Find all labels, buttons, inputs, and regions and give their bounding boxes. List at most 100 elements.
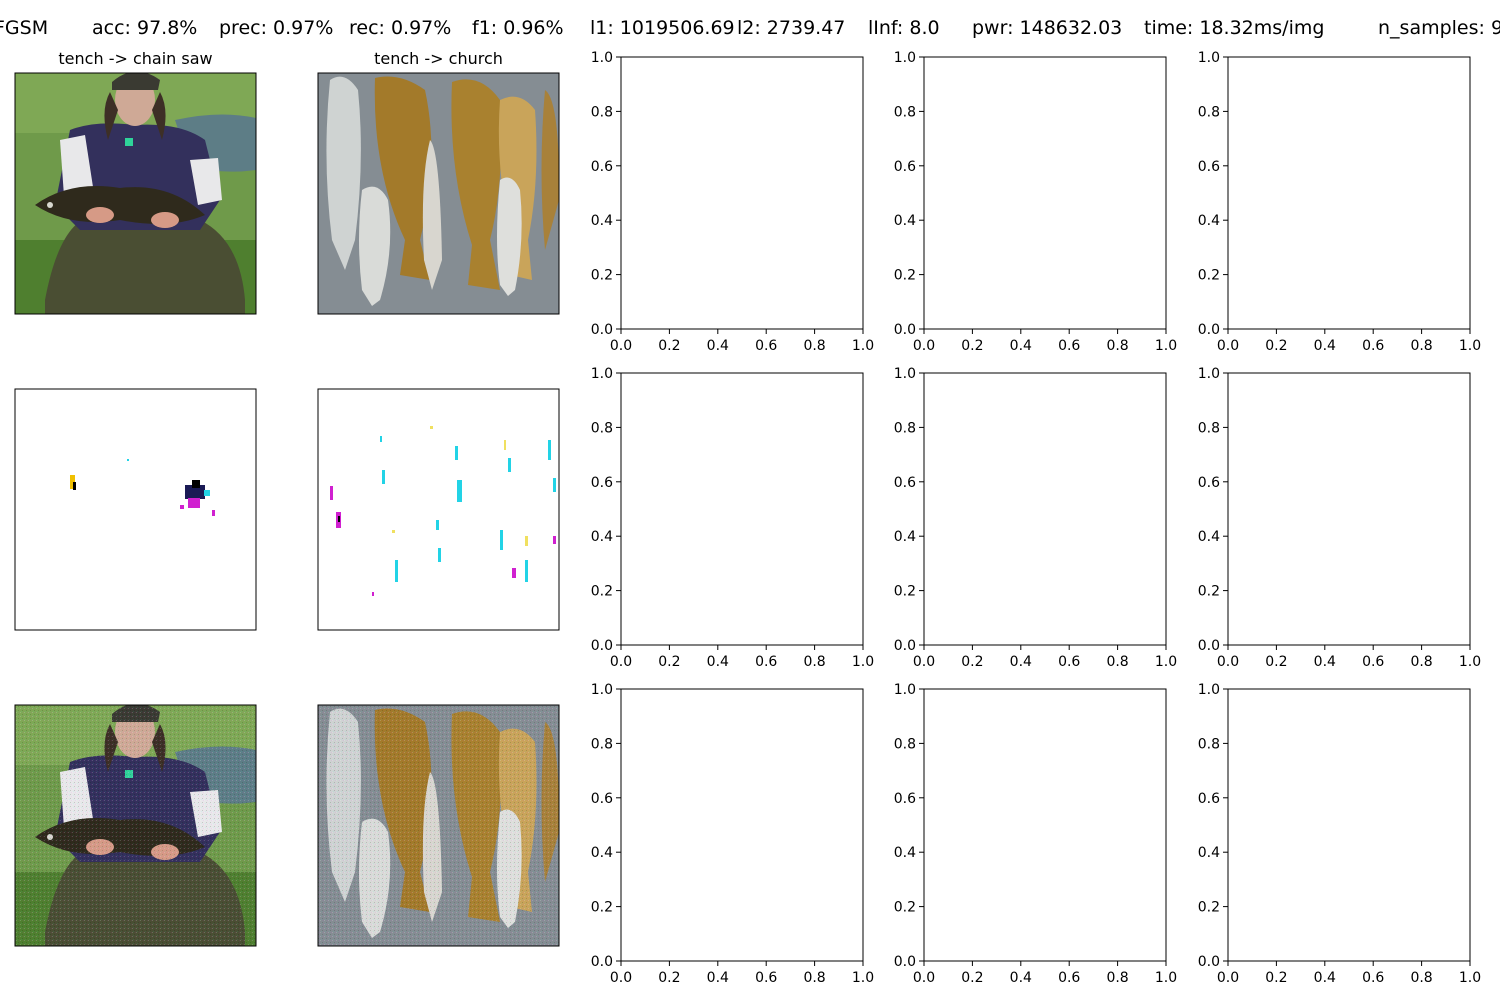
- empty-axes-grid: 0.0 0.2 0.4 0.6 0.8 1.00.00.20.40.60.81.00.0 0…: [591, 50, 1481, 986]
- time-metric: time: 18.32ms/img: [1144, 17, 1325, 39]
- image-frame: [317, 388, 560, 631]
- y-tick-label: 0.0: [591, 322, 613, 338]
- y-tick-label: 0.6: [591, 159, 613, 175]
- y-tick-label: 0.6: [1198, 791, 1220, 807]
- original-image-fish: [318, 73, 559, 314]
- x-tick-label: 0.8: [1410, 338, 1432, 354]
- y-tick-label: 0.6: [591, 475, 613, 491]
- adversarial-image-angler: [15, 705, 256, 946]
- perturbation-image-angler: [15, 389, 256, 630]
- x-tick-label: 0.2: [658, 654, 680, 670]
- y-tick-label: 0.2: [591, 900, 613, 916]
- angler-photo-group: [15, 73, 256, 314]
- x-tick-label: 0.0: [610, 970, 632, 986]
- empty-axes-r0c1: 0.0 0.2 0.4 0.6 0.8 1.0 0.0 0.2 0.4 0.6 0.8 1.0: [894, 50, 1177, 354]
- y-tick-label: 0.2: [1198, 900, 1220, 916]
- x-tick-label: 1.0: [852, 338, 874, 354]
- x-tick-label: 0.6: [755, 970, 777, 986]
- image-frame: [317, 704, 560, 947]
- x-tick-label: 0.4: [707, 970, 729, 986]
- axes-frame: [1227, 56, 1471, 330]
- y-tick-label: 0.8: [894, 104, 916, 120]
- method-label: FGSM: [0, 17, 49, 39]
- rec-metric: rec: 0.97%: [349, 17, 452, 39]
- x-tick-label: 0.8: [1106, 338, 1128, 354]
- x-tick-label: 0.4: [1314, 970, 1336, 986]
- image-frame: [317, 72, 560, 315]
- linf-metric: lInf: 8.0: [868, 17, 940, 39]
- y-tick-label: 0.2: [894, 900, 916, 916]
- x-tick-label: 0.6: [1362, 970, 1384, 986]
- empty-axes-r1c2: 0.0 0.2 0.4 0.6 0.8 1.0 0.0 0.2 0.4 0.6 0.8 1.0: [1198, 366, 1481, 670]
- x-tick-label: 0.8: [803, 654, 825, 670]
- x-tick-label: 0.4: [707, 338, 729, 354]
- x-tick-label: 0.0: [1217, 970, 1239, 986]
- y-tick-label: 0.0: [1198, 322, 1220, 338]
- x-tick-label: 0.0: [1217, 338, 1239, 354]
- x-tick-label: 0.2: [1265, 970, 1287, 986]
- y-tick-label: 0.2: [1198, 584, 1220, 600]
- y-tick-label: 1.0: [1198, 366, 1220, 382]
- x-tick-label: 0.4: [1314, 654, 1336, 670]
- y-tick-label: 0.6: [1198, 475, 1220, 491]
- y-tick-label: 1.0: [894, 50, 916, 66]
- x-tick-label: 0.6: [755, 654, 777, 670]
- adversarial-image-fish: [318, 705, 559, 946]
- y-tick-label: 1.0: [894, 366, 916, 382]
- image-frame: [14, 72, 257, 315]
- x-tick-label: 0.4: [1010, 970, 1032, 986]
- prec-metric: prec: 0.97%: [219, 17, 334, 39]
- y-tick-label: 0.0: [894, 638, 916, 654]
- acc-metric: acc: 97.8%: [92, 17, 198, 39]
- x-tick-label: 1.0: [1155, 338, 1177, 354]
- n-samples-metric: n_samples: 9: [1378, 17, 1500, 39]
- y-tick-label: 0.4: [1198, 529, 1220, 545]
- y-tick-label: 0.4: [591, 845, 613, 861]
- y-tick-label: 0.2: [591, 268, 613, 284]
- empty-axes-r2c2: 0.0 0.2 0.4 0.6 0.8 1.0 0.0 0.2 0.4 0.6 0.8 1.0: [1198, 682, 1481, 986]
- fish-photo-group: [318, 73, 559, 314]
- empty-axes-r2c0: 0.0 0.2 0.4 0.6 0.8 1.0 0.0 0.2 0.4 0.6 0.8 1.0: [591, 682, 874, 986]
- image-frame: [14, 704, 257, 947]
- y-tick-label: 1.0: [591, 366, 613, 382]
- y-tick-label: 0.8: [1198, 420, 1220, 436]
- x-tick-label: 0.8: [1410, 970, 1432, 986]
- empty-axes-r1c1: 0.0 0.2 0.4 0.6 0.8 1.0 0.0 0.2 0.4 0.6 0.8 1.0: [894, 366, 1177, 670]
- y-tick-label: 0.4: [591, 213, 613, 229]
- axes-frame: [923, 56, 1167, 330]
- y-tick-label: 0.6: [894, 475, 916, 491]
- y-tick-label: 0.6: [1198, 159, 1220, 175]
- y-tick-label: 0.0: [1198, 638, 1220, 654]
- f1-metric: f1: 0.96%: [472, 17, 564, 39]
- axes-frame: [923, 372, 1167, 646]
- x-tick-label: 0.8: [1106, 970, 1128, 986]
- x-tick-label: 1.0: [852, 970, 874, 986]
- y-tick-label: 0.4: [894, 845, 916, 861]
- x-tick-label: 0.6: [1058, 338, 1080, 354]
- y-tick-label: 1.0: [894, 682, 916, 698]
- x-tick-label: 0.6: [755, 338, 777, 354]
- original-image-angler: [15, 73, 256, 314]
- y-tick-label: 0.6: [591, 791, 613, 807]
- x-tick-label: 0.2: [961, 654, 983, 670]
- x-tick-label: 1.0: [1459, 654, 1481, 670]
- x-tick-label: 0.8: [803, 970, 825, 986]
- x-tick-label: 0.2: [658, 338, 680, 354]
- y-tick-label: 0.2: [894, 268, 916, 284]
- y-tick-label: 0.6: [894, 791, 916, 807]
- x-tick-label: 0.4: [1010, 654, 1032, 670]
- y-tick-label: 0.0: [894, 954, 916, 970]
- y-tick-label: 0.8: [591, 104, 613, 120]
- y-tick-label: 0.4: [894, 213, 916, 229]
- y-tick-label: 1.0: [1198, 50, 1220, 66]
- y-tick-label: 0.0: [591, 638, 613, 654]
- y-tick-label: 0.8: [1198, 104, 1220, 120]
- y-tick-label: 0.0: [1198, 954, 1220, 970]
- y-tick-label: 0.2: [894, 584, 916, 600]
- axes-frame: [923, 688, 1167, 962]
- x-tick-label: 0.2: [1265, 654, 1287, 670]
- x-tick-label: 0.4: [707, 654, 729, 670]
- y-tick-label: 0.4: [591, 529, 613, 545]
- y-tick-label: 0.8: [894, 420, 916, 436]
